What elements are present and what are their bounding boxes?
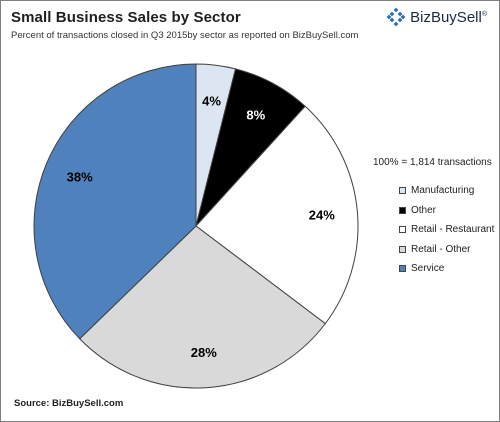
slice-label-manufacturing: 4%	[202, 94, 221, 109]
slice-label-retail-other: 28%	[191, 345, 217, 360]
legend-label: Manufacturing	[411, 185, 475, 197]
legend-swatch	[399, 187, 406, 195]
legend-item-retail-restaurant: Retail - Restaurant	[399, 220, 494, 240]
legend-item-manufacturing: Manufacturing	[399, 181, 494, 201]
chart-title: Small Business Sales by Sector	[11, 9, 241, 26]
bizbuysell-logo-icon	[386, 7, 406, 27]
legend-swatch	[399, 265, 406, 273]
slice-label-retail-restaurant: 24%	[309, 207, 335, 222]
legend-swatch	[399, 245, 406, 253]
source-note: Source: BizBuySell.com	[14, 398, 124, 409]
legend-label: Retail - Other	[411, 243, 471, 255]
slice-label-service: 38%	[67, 170, 93, 185]
legend-label: Service	[411, 263, 445, 275]
legend-swatch	[399, 206, 406, 214]
slice-label-other: 8%	[246, 108, 265, 123]
pie-slice-retail-restaurant	[195, 105, 359, 325]
brand-trademark: ®	[481, 10, 487, 18]
legend-item-retail-other: Retail - Other	[399, 240, 494, 260]
pie-slice-service	[33, 63, 197, 340]
legend-swatch	[399, 226, 406, 234]
total-transactions-note: 100% = 1,814 transactions	[373, 157, 492, 168]
legend-item-other: Other	[399, 201, 494, 221]
chart-legend: Manufacturing Other Retail - Restaurant Ret…	[399, 181, 494, 279]
legend-label: Retail - Restaurant	[411, 224, 495, 236]
pie-slice-retail-other	[78, 225, 326, 389]
chart-subtitle: Percent of transactions closed in Q3 201…	[11, 30, 359, 41]
legend-label: Other	[411, 204, 437, 216]
brand-logo: BizBuySell®	[386, 7, 487, 27]
legend-item-service: Service	[399, 259, 494, 279]
brand-name: BizBuySell	[410, 8, 482, 26]
